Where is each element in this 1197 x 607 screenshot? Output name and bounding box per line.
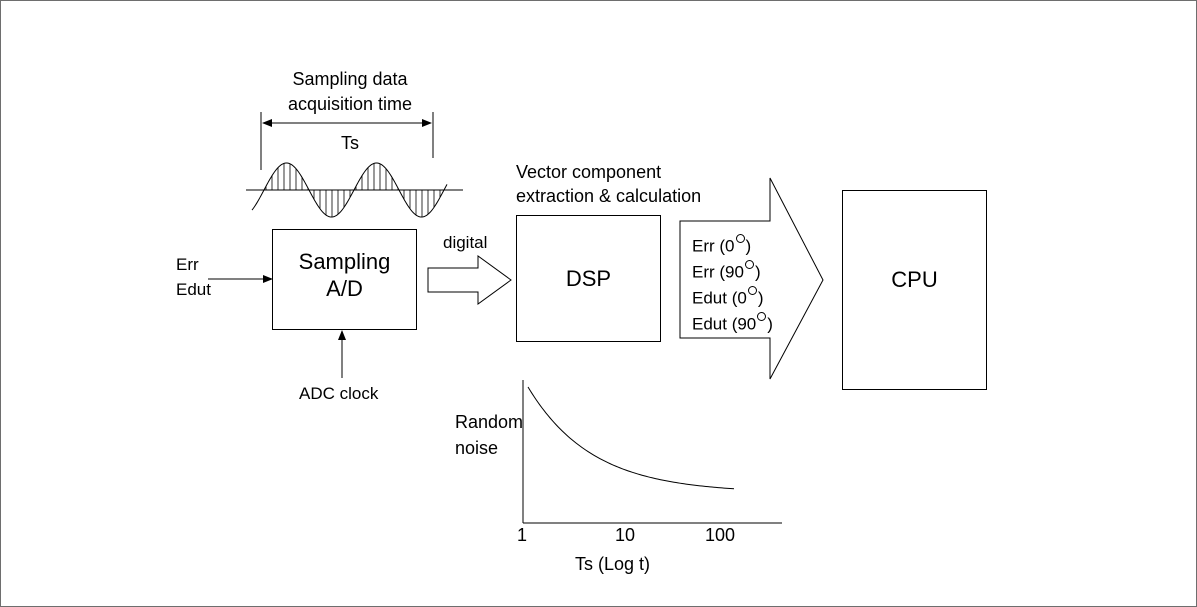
vector-output-text: ) (745, 236, 752, 256)
sine-waveform (251, 162, 448, 218)
vector-output-text: Edut (90 (692, 314, 757, 334)
vector-output-text: Err (0 (692, 236, 735, 256)
vector-output-edut-0: Edut (0) (692, 286, 764, 308)
sample-lines (265, 163, 441, 217)
noise-tick-1: 1 (516, 525, 527, 545)
dsp-block (516, 215, 661, 342)
sampling-title-line2: acquisition time (287, 94, 413, 114)
input-edut-label: Edut (176, 280, 211, 299)
noise-curve (527, 386, 735, 490)
degree-icon (747, 286, 757, 295)
vector-output-text: ) (757, 288, 764, 308)
noise-xlabel: Ts (Log t) (575, 554, 651, 574)
vector-output-edut-90: Edut (90) (692, 312, 773, 334)
noise-ylabel-line1: Random (455, 412, 524, 432)
input-err-label: Err (176, 255, 199, 274)
degree-icon (744, 260, 754, 269)
vector-output-text: ) (754, 262, 761, 282)
degree-icon (735, 234, 745, 243)
cpu-block (842, 190, 987, 390)
noise-ylabel-line2: noise (455, 438, 499, 458)
adc-clock-label: ADC clock (299, 384, 379, 403)
vector-output-text: Err (90 (692, 262, 744, 282)
vector-output-err-0: Err (0) (692, 234, 752, 256)
sampling-block-line2: A/D (326, 276, 363, 301)
sampling-title-line1: Sampling data (292, 69, 408, 89)
vector-output-text: Edut (0 (692, 288, 747, 308)
digital-arrow (427, 255, 512, 305)
vector-output-err-90: Err (90) (692, 260, 761, 282)
noise-tick-10: 10 (614, 525, 636, 545)
dsp-title-line1: Vector component (516, 162, 662, 182)
noise-tick-100: 100 (704, 525, 736, 545)
sampling-ad-block (272, 229, 417, 330)
digital-label: digital (443, 233, 488, 252)
sampling-block-line1: Sampling (298, 249, 391, 274)
degree-icon (757, 312, 767, 321)
dsp-title-line2: extraction & calculation (516, 186, 702, 206)
vector-output-arrow (679, 177, 824, 380)
ts-label: Ts (341, 133, 359, 153)
cpu-block-label: CPU (891, 267, 938, 292)
dsp-block-label: DSP (565, 266, 612, 291)
vector-output-text: ) (767, 314, 773, 334)
